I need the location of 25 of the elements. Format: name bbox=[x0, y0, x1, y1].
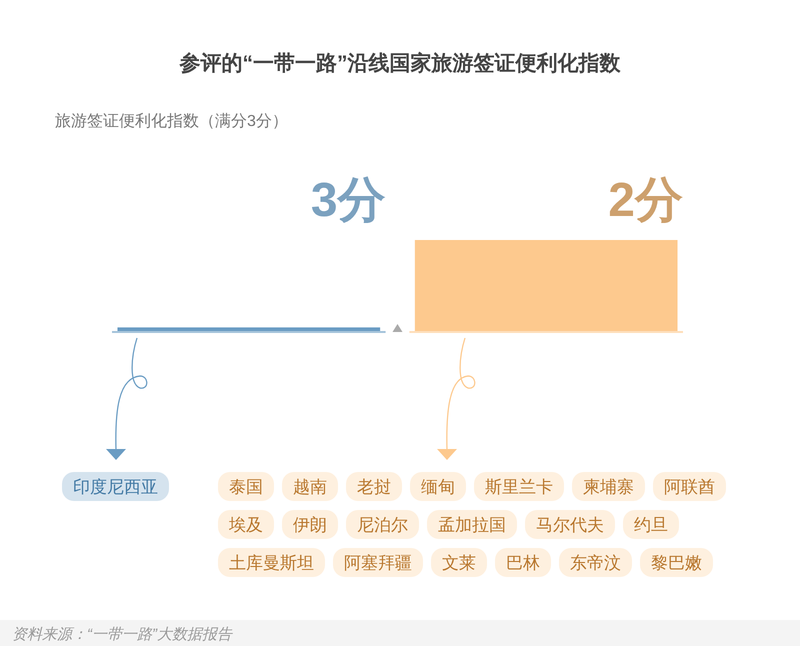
text: 越南 bbox=[293, 478, 327, 496]
text: 孟加拉国 bbox=[438, 516, 506, 534]
text: 阿联酋 bbox=[664, 478, 715, 496]
chart-title: 参评的“一带一路”沿线国家旅游签证便利化指数 bbox=[178, 51, 622, 75]
text: 缅甸 bbox=[421, 478, 455, 496]
chart-subtitle: 旅游签证便利化指数（满分3分） bbox=[55, 112, 288, 130]
text: 伊朗 bbox=[293, 516, 327, 534]
x-tick-label: 2分 bbox=[608, 174, 683, 227]
text: 资料来源：“一带一路”大数据报告 bbox=[12, 626, 233, 643]
text: 马尔代夫 bbox=[536, 516, 604, 534]
text: 约旦 bbox=[634, 516, 668, 534]
text: 巴林 bbox=[506, 554, 540, 572]
text: 东帝汶 bbox=[570, 554, 621, 572]
text: 老挝 bbox=[357, 478, 391, 496]
text: 泰国 bbox=[229, 478, 263, 496]
text: 尼泊尔 bbox=[357, 516, 408, 534]
text: 黎巴嫩 bbox=[651, 554, 702, 572]
text: 斯里兰卡 bbox=[485, 478, 553, 496]
x-tick-label: 3分 bbox=[310, 174, 386, 227]
text: 印度尼西亚 bbox=[73, 478, 158, 496]
text: 土库曼斯坦 bbox=[229, 554, 314, 572]
text: 阿塞拜疆 bbox=[344, 554, 412, 572]
text: 埃及 bbox=[228, 516, 263, 534]
text: 文莱 bbox=[442, 554, 476, 572]
text: 柬埔寨 bbox=[583, 478, 634, 496]
